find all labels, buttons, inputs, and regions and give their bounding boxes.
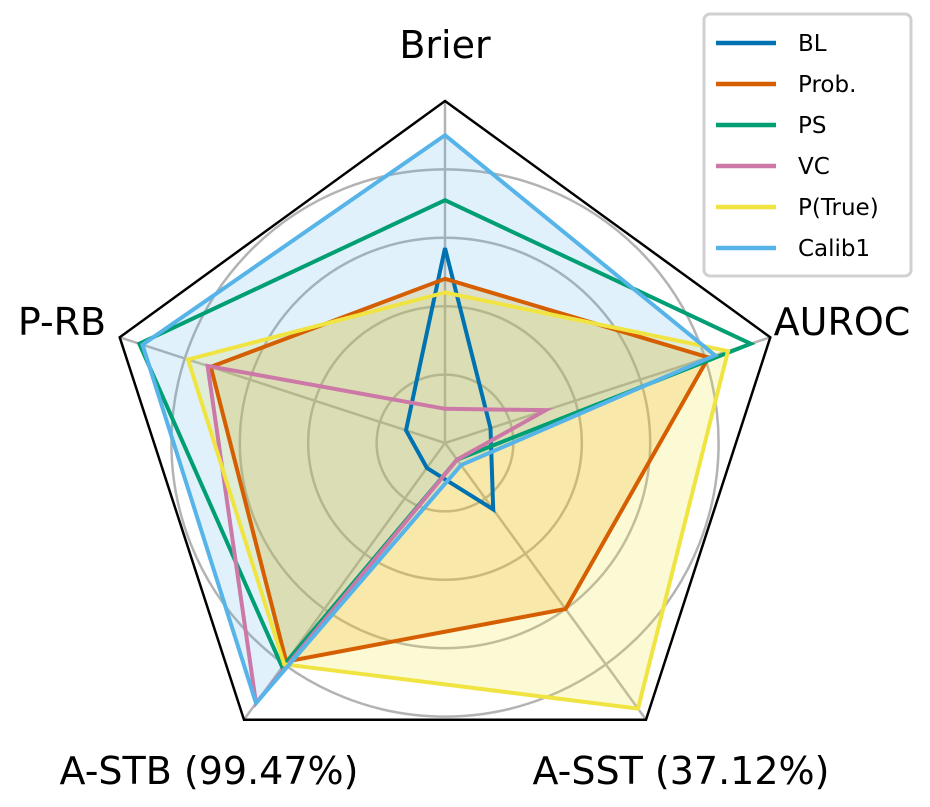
legend-label-prob: Prob. [798,72,856,98]
grid-spoke [242,442,447,721]
grid-layer [119,101,771,721]
axis-label-brier: Brier [399,23,491,67]
series-line-vc [205,363,554,708]
series-fill-prob [210,278,709,662]
fill-layer [142,135,728,709]
legend-box [702,12,913,278]
axis-label-a-sst: A-SST (37.12%) [533,749,830,793]
axis-label-auroc: AUROC [774,300,911,344]
axis-label-p-rb: P-RB [18,300,106,344]
series-line-bl [403,247,496,514]
series-fill-p-true [188,292,728,709]
legend-label-ps: PS [798,113,826,139]
line-layer [136,132,756,711]
series-line-prob [208,276,712,664]
outer-frame [118,99,772,721]
frame-layer [118,99,772,721]
grid-spoke [119,336,446,445]
series-line-p-true [185,290,731,711]
legend: BL Prob. PS VC P(True) Calib1 [702,12,913,278]
legend-label-calib1: Calib1 [798,236,870,262]
axis-label-a-stb: A-STB (99.47%) [60,749,359,793]
legend-items: BL Prob. PS VC P(True) Calib1 [716,31,879,262]
grid-spoke [443,442,648,721]
legend-label-vc: VC [798,154,830,180]
legend-label-bl: BL [798,31,827,57]
legend-label-p-true: P(True) [798,195,879,221]
series-line-calib1 [140,132,719,708]
